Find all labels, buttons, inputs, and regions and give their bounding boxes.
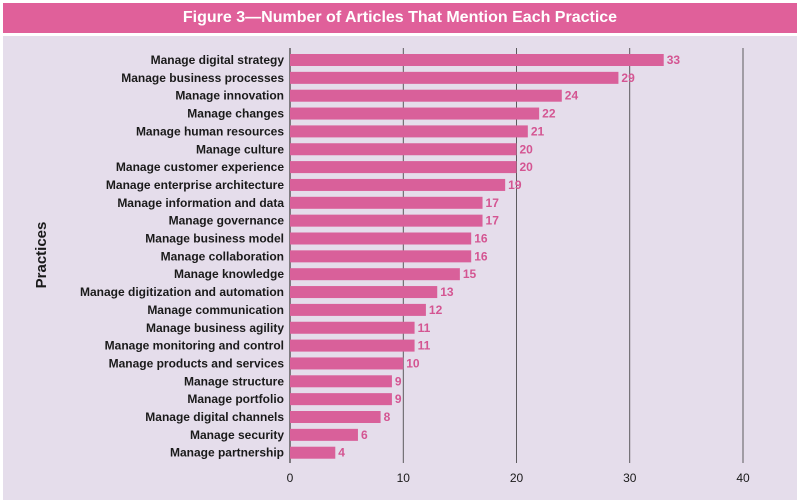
category-label: Manage products and services bbox=[109, 356, 285, 370]
value-label: 11 bbox=[418, 321, 431, 335]
value-label: 10 bbox=[406, 356, 420, 370]
bar bbox=[290, 89, 562, 102]
bar bbox=[290, 250, 472, 263]
category-label: Manage communication bbox=[147, 303, 284, 317]
bar bbox=[290, 161, 517, 174]
category-label: Manage knowledge bbox=[174, 267, 284, 281]
value-label: 24 bbox=[565, 89, 579, 103]
chart-title: Figure 3—Number of Articles That Mention… bbox=[182, 9, 618, 26]
bar bbox=[290, 446, 336, 459]
value-label: 17 bbox=[486, 196, 500, 210]
bar bbox=[290, 375, 392, 388]
category-label: Manage monitoring and control bbox=[105, 339, 284, 353]
category-label: Manage culture bbox=[196, 142, 284, 156]
x-tick-label: 0 bbox=[287, 471, 294, 485]
category-label: Manage digital strategy bbox=[151, 53, 285, 67]
category-label: Manage portfolio bbox=[187, 392, 284, 406]
value-label: 9 bbox=[395, 392, 402, 406]
bars bbox=[290, 54, 664, 459]
bar bbox=[290, 143, 517, 156]
category-label: Manage digital channels bbox=[145, 410, 284, 424]
category-label: Manage innovation bbox=[175, 89, 284, 103]
category-label: Manage customer experience bbox=[116, 160, 284, 174]
category-labels: Manage digital strategy Manage business p… bbox=[80, 53, 284, 460]
bar bbox=[290, 428, 358, 441]
bar bbox=[290, 321, 415, 334]
category-label: Manage business agility bbox=[146, 321, 284, 335]
y-axis-title: Practices bbox=[33, 222, 50, 289]
title-bar: Figure 3—Number of Articles That Mention… bbox=[3, 3, 797, 33]
value-label: 16 bbox=[474, 249, 488, 263]
x-tick-labels: 0 10 20 30 40 bbox=[287, 471, 750, 485]
category-label: Manage collaboration bbox=[161, 249, 284, 263]
value-label: 16 bbox=[474, 232, 488, 246]
value-label: 8 bbox=[384, 410, 391, 424]
bar bbox=[290, 303, 426, 316]
value-label: 6 bbox=[361, 428, 368, 442]
value-labels: 3329242221202019171716161513121111109986… bbox=[338, 53, 680, 460]
bar bbox=[290, 71, 619, 84]
bar bbox=[290, 178, 506, 191]
value-label: 21 bbox=[531, 124, 545, 138]
bar bbox=[290, 196, 483, 209]
category-label: Manage business model bbox=[145, 232, 284, 246]
value-label: 22 bbox=[542, 107, 556, 121]
category-label: Manage governance bbox=[169, 214, 285, 228]
value-label: 9 bbox=[395, 374, 402, 388]
value-label: 33 bbox=[667, 53, 681, 67]
value-label: 4 bbox=[338, 446, 345, 460]
value-label: 15 bbox=[463, 267, 477, 281]
category-label: Manage human resources bbox=[136, 124, 284, 138]
x-tick-label: 20 bbox=[510, 471, 524, 485]
category-label: Manage changes bbox=[187, 107, 284, 121]
value-label: 19 bbox=[508, 178, 522, 192]
bar bbox=[290, 286, 438, 299]
category-label: Manage enterprise architecture bbox=[106, 178, 284, 192]
x-tick-label: 30 bbox=[623, 471, 637, 485]
bar bbox=[290, 268, 460, 281]
value-label: 11 bbox=[418, 339, 431, 353]
category-label: Manage business processes bbox=[121, 71, 284, 85]
bar bbox=[290, 125, 528, 138]
value-label: 13 bbox=[440, 285, 454, 299]
x-tick-label: 10 bbox=[397, 471, 411, 485]
bar bbox=[290, 107, 540, 120]
category-label: Manage security bbox=[190, 428, 284, 442]
value-label: 17 bbox=[486, 214, 500, 228]
category-label: Manage digitization and automation bbox=[80, 285, 284, 299]
bar bbox=[290, 232, 472, 245]
value-label: 29 bbox=[621, 71, 635, 85]
bar bbox=[290, 214, 483, 227]
value-label: 12 bbox=[429, 303, 443, 317]
value-label: 20 bbox=[520, 142, 534, 156]
bar bbox=[290, 411, 381, 423]
bar bbox=[290, 393, 392, 406]
bar bbox=[290, 339, 415, 352]
bar bbox=[290, 54, 664, 66]
category-label: Manage partnership bbox=[170, 446, 284, 460]
value-label: 20 bbox=[520, 160, 534, 174]
category-label: Manage structure bbox=[184, 374, 284, 388]
x-tick-label: 40 bbox=[736, 471, 750, 485]
category-label: Manage information and data bbox=[117, 196, 284, 210]
bar bbox=[290, 357, 404, 370]
